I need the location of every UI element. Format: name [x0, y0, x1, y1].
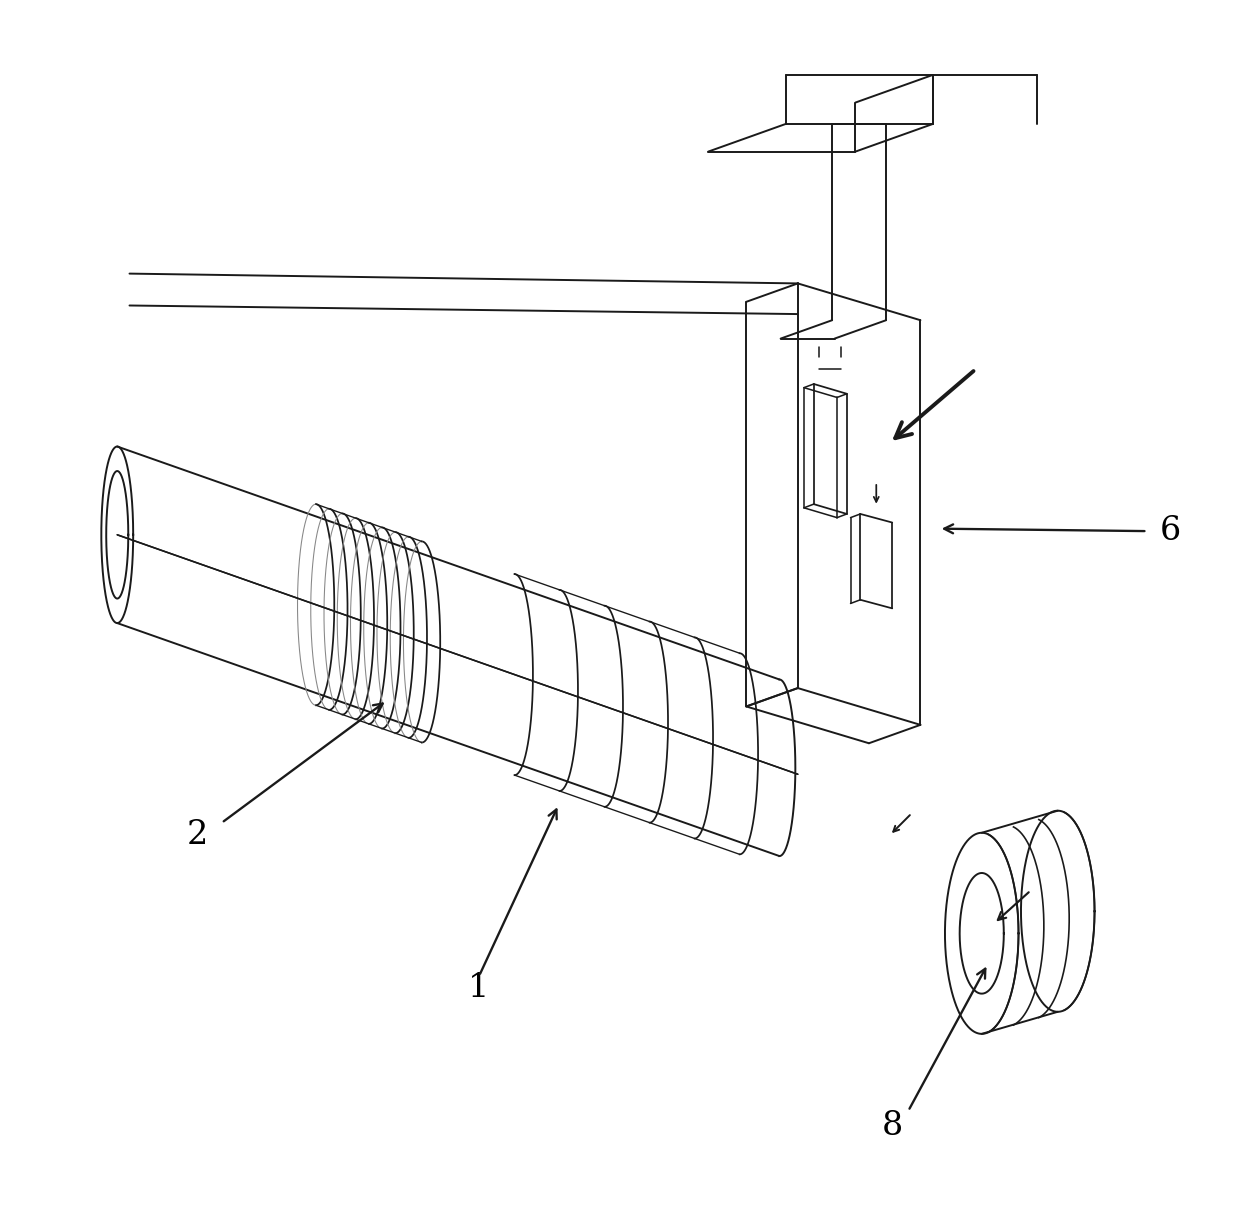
Text: 1: 1 [469, 972, 490, 1004]
Text: 6: 6 [1159, 515, 1180, 547]
Text: 8: 8 [882, 1110, 903, 1142]
Text: 2: 2 [186, 820, 207, 852]
